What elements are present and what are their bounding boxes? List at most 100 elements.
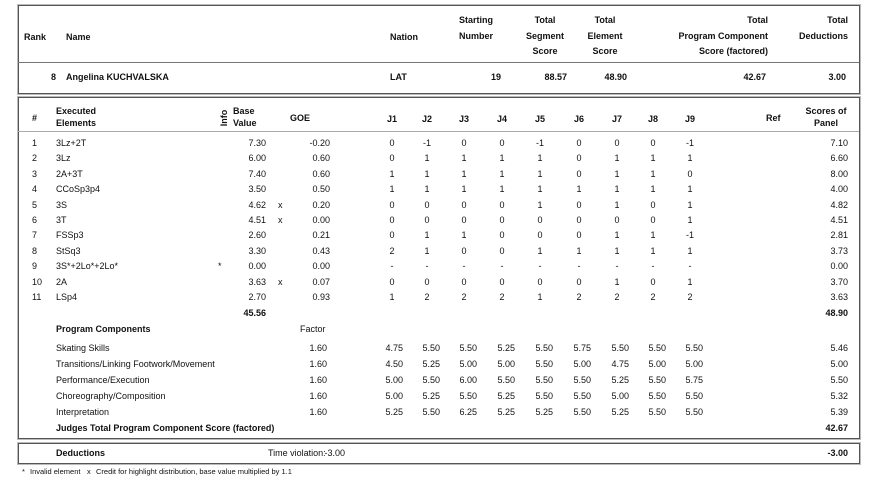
judge-score: 5.00 [497, 359, 515, 370]
header-label: Segment [525, 30, 565, 41]
judge-score: - [425, 261, 429, 272]
element-number: 3 [32, 168, 38, 179]
judge-score: 5.25 [497, 407, 515, 418]
judge-score: 0 [537, 215, 543, 225]
factor: 1.60 [309, 391, 327, 402]
header-label: Score (factored) [698, 46, 768, 56]
element-code: 3Lz [56, 153, 71, 164]
credit-mark: x [278, 276, 283, 287]
factor-header: Factor [300, 324, 326, 334]
judge-score: 1 [614, 153, 620, 164]
judge-score: 5.50 [422, 407, 440, 418]
judge-score: 1 [537, 153, 543, 164]
judge-score: 1 [537, 292, 543, 302]
judge-score: 5.50 [535, 359, 553, 370]
judge-header: J6 [573, 114, 585, 124]
judge-score: 5.75 [685, 375, 703, 386]
judge-score: -1 [422, 138, 432, 148]
element-code: StSq3 [56, 245, 81, 256]
judge-score: 0 [499, 245, 505, 256]
judge-score: 0 [499, 215, 505, 225]
judge-score: 0 [389, 230, 395, 241]
base-value: 4.62 [248, 199, 266, 210]
judge-score: -1 [685, 138, 695, 148]
goe: -0.20 [309, 138, 330, 148]
column-header: Value [233, 118, 257, 128]
judge-score: 2 [576, 292, 582, 302]
judge-score: - [651, 261, 655, 272]
header-label: Total [534, 15, 556, 25]
judge-header: J8 [647, 114, 659, 124]
header-label: Nation [390, 32, 418, 42]
judge-score: 5.50 [459, 343, 477, 353]
judge-score: 0 [499, 230, 505, 241]
judge-score: 5.50 [685, 391, 703, 402]
element-code: 3S [56, 199, 68, 210]
column-header: GOE [290, 113, 311, 123]
judge-score: 0 [389, 215, 395, 225]
judge-score: 4.75 [611, 359, 629, 370]
column-header: Elements [56, 118, 97, 128]
total-pcs: 42.67 [825, 423, 848, 433]
judge-score: 1 [389, 292, 395, 302]
judge-score: 5.25 [422, 359, 440, 370]
judge-score: 5.50 [685, 407, 703, 418]
element-code: 3T [56, 215, 67, 225]
base-value: 2.60 [248, 230, 266, 241]
judge-score: 0 [576, 276, 582, 287]
judge-score: - [688, 261, 692, 272]
judge-score: 1 [499, 153, 505, 164]
judge-score: 1 [424, 153, 430, 164]
judge-score: 1 [424, 245, 430, 256]
panel-score: 5.00 [830, 359, 848, 370]
judge-score: 0 [461, 138, 467, 148]
judge-score: 0 [650, 138, 656, 148]
judge-score: 4.75 [385, 343, 403, 353]
judge-score: 1 [687, 245, 693, 256]
judge-score: 0 [537, 230, 543, 241]
footnote-symbol: x [87, 467, 91, 476]
factor: 1.60 [309, 375, 327, 386]
judge-score: 0 [461, 199, 467, 210]
judge-score: 5.50 [535, 391, 553, 402]
judge-score: 5.25 [535, 407, 553, 418]
header-label: Deductions [798, 30, 848, 41]
base-value: 3.50 [248, 184, 266, 195]
judge-score: 2 [650, 292, 656, 302]
judge-score: 5.50 [573, 407, 591, 418]
judge-score: 1 [499, 184, 505, 195]
judge-header: J9 [684, 114, 696, 124]
judge-score: 1 [650, 245, 656, 256]
goe: 0.60 [312, 153, 330, 164]
base-value: 3.30 [248, 245, 266, 256]
element-number: 2 [32, 153, 38, 164]
judge-score: 1 [424, 230, 430, 241]
judge-score: 1 [461, 153, 467, 164]
panel-score: 3.63 [830, 292, 848, 302]
header-label: Total [747, 15, 768, 25]
judge-score: 2 [499, 292, 505, 302]
judge-score: 0 [424, 199, 430, 210]
judge-score: 5.50 [648, 343, 666, 353]
panel-score: 0.00 [830, 261, 848, 272]
element-number: 8 [32, 245, 38, 256]
header-label: Number [458, 30, 494, 41]
judge-score: 6.25 [459, 407, 477, 418]
skater-total-element-score: 48.90 [604, 72, 627, 82]
deductions-label: Deductions [56, 448, 106, 458]
panel-score: 2.81 [830, 230, 848, 241]
element-number: 9 [32, 261, 38, 272]
base-value: 6.00 [248, 153, 266, 164]
element-number: 7 [32, 230, 38, 241]
goe: 0.21 [312, 230, 330, 241]
goe: 0.93 [312, 292, 330, 302]
judge-score: 0 [650, 199, 656, 210]
judge-header: J1 [386, 114, 398, 124]
judge-score: 0 [461, 245, 467, 256]
column-header: Base [233, 106, 255, 116]
judge-score: 2 [614, 292, 620, 302]
judge-score: 5.50 [497, 375, 515, 386]
judge-score: 1 [389, 168, 395, 179]
judge-score: - [390, 261, 394, 272]
component-name: Choreography/Composition [56, 391, 166, 402]
